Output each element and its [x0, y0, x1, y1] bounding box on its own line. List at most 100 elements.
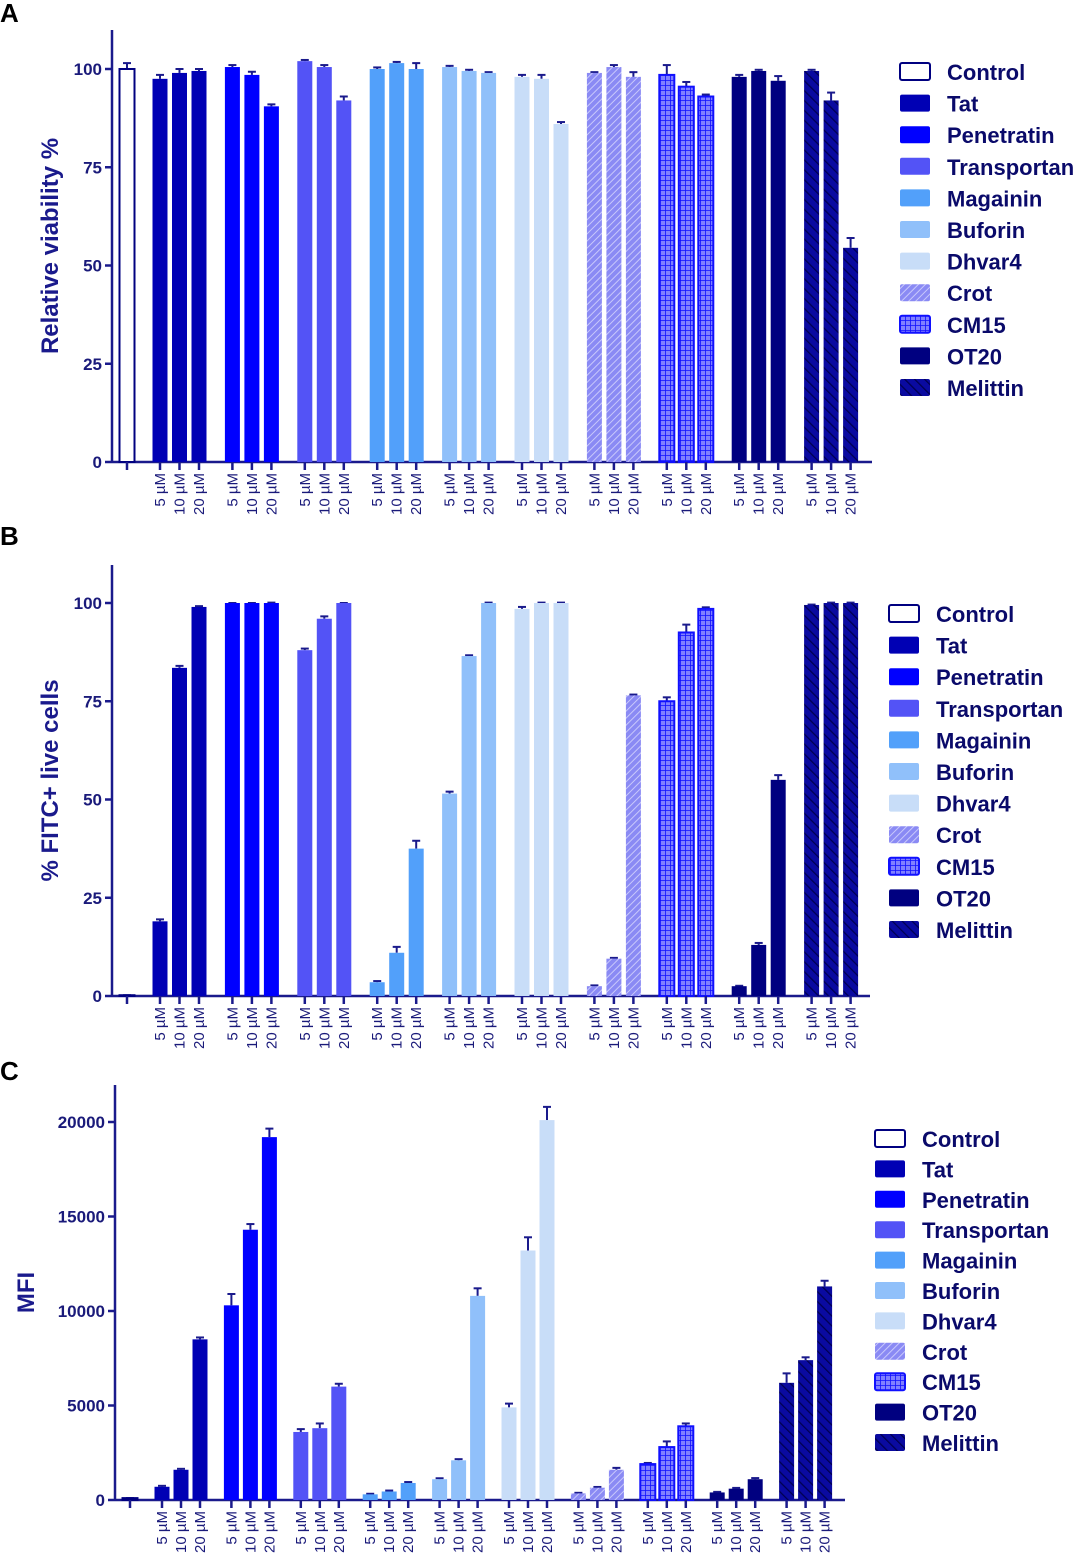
bar-cm15-1	[658, 73, 676, 464]
legend-swatch-transportan	[900, 157, 930, 175]
legend-label-dhvar4: Dhvar4	[947, 250, 1022, 275]
bar-buforin-3	[470, 1295, 486, 1500]
bar-tat-2	[172, 72, 187, 463]
bar-penetratin-2	[244, 603, 260, 996]
legend-swatch-transportan	[875, 1221, 905, 1239]
legend-label-crot: Crot	[922, 1340, 968, 1365]
legend-swatch-crot	[889, 826, 919, 844]
x-tick-label: 10 µM	[823, 1007, 840, 1049]
bar-buforin-2	[451, 1460, 467, 1500]
legend-label-tat: Tat	[936, 634, 968, 659]
panel-label: B	[0, 521, 19, 551]
x-tick-label: 5 µM	[432, 1511, 449, 1545]
bar-crot-2	[606, 67, 622, 462]
bar-crot-1	[586, 986, 602, 996]
x-tick-label: 10 µM	[316, 1007, 333, 1049]
y-tick-label: 0	[96, 1491, 105, 1510]
bar-buforin-1	[432, 1479, 448, 1500]
x-tick-label: 10 µM	[678, 1007, 695, 1049]
y-tick-label: 0	[93, 987, 102, 1006]
y-tick-label: 25	[83, 889, 102, 908]
y-axis-label: Relative viability %	[37, 138, 64, 354]
x-tick-label: 20 µM	[553, 473, 570, 515]
x-tick-label: 10 µM	[389, 473, 406, 515]
legend-label-control: Control	[947, 60, 1025, 85]
bar-magainin-1	[369, 69, 385, 462]
bar-cm15-3	[677, 1425, 695, 1502]
y-tick-label: 100	[74, 594, 102, 613]
x-tick-label: 5 µM	[362, 1511, 379, 1545]
bar-buforin-1	[442, 793, 458, 996]
y-tick-label: 100	[74, 60, 102, 79]
x-tick-label: 5 µM	[804, 1007, 821, 1041]
bar-melittin-1	[779, 1382, 795, 1500]
legend-label-transportan: Transportan	[947, 155, 1074, 180]
legend-swatch-cm15	[899, 314, 931, 334]
x-tick-label: 20 µM	[625, 473, 642, 515]
bar-cm15-2	[677, 85, 695, 463]
bar-crot-3	[625, 76, 641, 463]
panel-label: A	[0, 0, 19, 28]
legend-swatch-dhvar4	[900, 252, 930, 270]
x-tick-label: 10 µM	[461, 1007, 478, 1049]
y-tick-label: 20000	[58, 1113, 105, 1132]
x-tick-label: 20 µM	[263, 473, 280, 515]
x-tick-label: 10 µM	[381, 1511, 398, 1553]
y-tick-label: 50	[83, 257, 102, 276]
bar-buforin-2	[461, 70, 477, 462]
legend-label-melittin: Melittin	[947, 376, 1024, 401]
x-tick-label: 20 µM	[191, 1007, 208, 1049]
legend-label-penetratin: Penetratin	[947, 123, 1055, 148]
bar-cm15-1	[658, 700, 676, 997]
x-tick-label: 5 µM	[369, 1007, 386, 1041]
legend-label-magainin: Magainin	[936, 728, 1031, 753]
y-axis-label: MFI	[13, 1272, 40, 1313]
legend-label-penetratin: Penetratin	[936, 665, 1044, 690]
x-tick-label: 10 µM	[678, 473, 695, 515]
x-tick-label: 10 µM	[451, 1511, 468, 1553]
x-tick-label: 5 µM	[442, 1007, 459, 1041]
bar-dhvar4-2	[534, 603, 549, 996]
y-tick-label: 15000	[58, 1208, 105, 1227]
bar-dhvar4-1	[501, 1407, 517, 1500]
bar-magainin-1	[362, 1494, 378, 1500]
bar-crot-1	[570, 1493, 586, 1500]
x-tick-label: 10 µM	[659, 1511, 676, 1553]
legend-swatch-transportan	[889, 699, 919, 717]
x-tick-label: 5 µM	[731, 473, 748, 507]
x-tick-label: 5 µM	[501, 1511, 518, 1545]
x-tick-label: 10 µM	[172, 473, 189, 515]
legend-swatch-melittin	[875, 1434, 905, 1451]
x-tick-label: 20 µM	[539, 1511, 556, 1553]
legend-swatch-ot20	[900, 347, 930, 365]
bar-buforin-1	[442, 67, 458, 462]
bar-transportan-2	[316, 67, 332, 462]
x-tick-label: 20 µM	[336, 1007, 353, 1049]
x-tick-label: 5 µM	[369, 473, 386, 507]
bar-ot20-2	[751, 944, 767, 996]
x-tick-label: 10 µM	[823, 473, 840, 515]
x-tick-label: 10 µM	[461, 473, 478, 515]
x-tick-label: 20 µM	[817, 1511, 834, 1553]
x-tick-label: 20 µM	[400, 1511, 417, 1553]
x-tick-label: 5 µM	[223, 1511, 240, 1545]
x-tick-label: 5 µM	[731, 1007, 748, 1041]
x-tick-label: 20 µM	[843, 473, 860, 515]
bar-ot20-1	[731, 76, 747, 463]
y-tick-label: 10000	[58, 1302, 105, 1321]
x-tick-label: 10 µM	[312, 1511, 329, 1553]
legend-label-melittin: Melittin	[936, 918, 1013, 943]
legend-swatch-crot	[875, 1342, 905, 1360]
bar-transportan-1	[297, 650, 313, 996]
legend-label-transportan: Transportan	[922, 1218, 1049, 1243]
x-tick-label: 10 µM	[534, 1007, 551, 1049]
x-tick-label: 20 µM	[608, 1511, 625, 1553]
y-tick-label: 75	[83, 692, 102, 711]
legend-swatch-tat	[875, 1160, 905, 1178]
bar-magainin-3	[408, 848, 424, 996]
bar-tat-1	[154, 1486, 170, 1500]
legend-swatch-ot20	[889, 889, 919, 907]
bar-tat-3	[191, 70, 207, 462]
x-tick-label: 10 µM	[606, 1007, 623, 1049]
bar-magainin-3	[400, 1482, 416, 1500]
